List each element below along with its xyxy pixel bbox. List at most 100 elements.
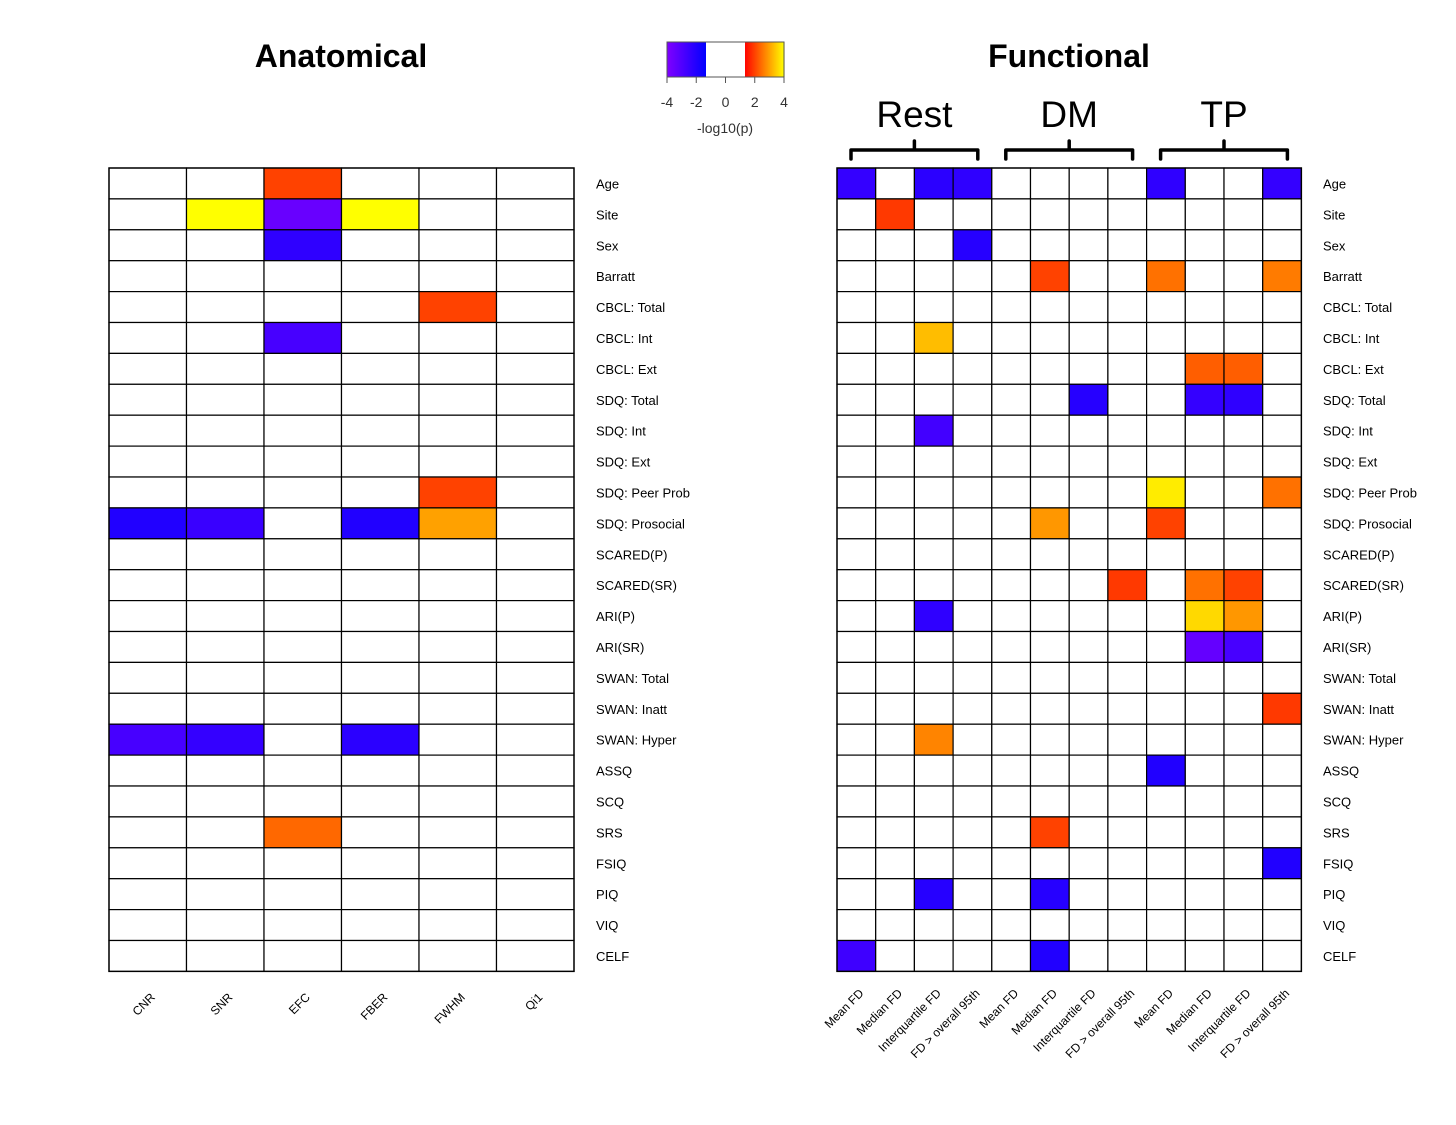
cell-sdq-ext-interquartile-fd-6 — [1068, 445, 1109, 478]
cell-assq-median-fd-9 — [1184, 754, 1225, 787]
row-label-swan-total: SWAN: Total — [1323, 671, 1396, 686]
legend-swatch — [672, 42, 674, 77]
legend-swatch — [744, 42, 746, 77]
legend-tick-label: 0 — [722, 94, 730, 110]
cell-sdq-peer-prob-median-fd-9 — [1184, 476, 1225, 509]
cell-ari-p-fwhm-4 — [418, 599, 498, 633]
cell-barratt-qi1-5 — [495, 260, 575, 293]
cell-sdq-total-interquartile-fd-2 — [913, 383, 954, 416]
cell-piq-efc-2 — [263, 878, 343, 911]
cell-cbcl-int-qi1-5 — [495, 321, 575, 354]
cell-viq-mean-fd-0 — [836, 908, 877, 942]
cell-fsiq-efc-2 — [263, 847, 343, 880]
cell-scared-sr-mean-fd-0 — [836, 569, 877, 602]
cell-sdq-int-mean-fd-0 — [836, 414, 877, 447]
row-label-ari-sr: ARI(SR) — [596, 640, 644, 655]
cell-site-fber-3 — [340, 198, 420, 231]
cell-sdq-total-median-fd-5 — [1029, 383, 1070, 416]
legend-title: -log10(p) — [697, 120, 753, 136]
cell-sex-fd-overall-95th-7 — [1107, 229, 1148, 262]
cell-sdq-prosocial-fd-overall-95th-3 — [952, 507, 993, 540]
legend-swatch — [695, 42, 697, 77]
legend-swatch — [724, 42, 726, 77]
legend-swatch — [671, 42, 673, 77]
cell-sdq-total-cnr-0 — [108, 383, 188, 416]
legend-swatch — [749, 42, 751, 77]
cell-swan-hyper-mean-fd-0 — [836, 723, 877, 756]
cell-site-mean-fd-4 — [991, 198, 1032, 231]
cell-ari-p-fd-overall-95th-3 — [952, 599, 993, 633]
cell-cbcl-ext-interquartile-fd-10 — [1223, 352, 1264, 385]
cell-srs-interquartile-fd-2 — [913, 816, 954, 849]
cell-scared-p-median-fd-1 — [875, 538, 916, 571]
legend-swatch — [716, 42, 718, 77]
cell-ari-sr-fd-overall-95th-7 — [1107, 630, 1148, 663]
cell-scared-sr-qi1-5 — [495, 569, 575, 602]
cell-swan-total-mean-fd-8 — [1145, 661, 1186, 694]
cell-ari-p-mean-fd-0 — [836, 599, 877, 633]
cell-piq-mean-fd-0 — [836, 878, 877, 911]
cell-age-interquartile-fd-2 — [913, 167, 954, 200]
cell-sdq-prosocial-median-fd-5 — [1029, 507, 1070, 540]
cell-assq-median-fd-5 — [1029, 754, 1070, 787]
cell-scared-sr-fwhm-4 — [418, 569, 498, 602]
legend-swatch — [763, 42, 765, 77]
cell-sdq-prosocial-cnr-0 — [108, 507, 188, 540]
cell-sdq-int-median-fd-1 — [875, 414, 916, 447]
legend-swatch — [762, 42, 764, 77]
row-label-cbcl-total: CBCL: Total — [596, 300, 665, 315]
cell-swan-hyper-fwhm-4 — [418, 723, 498, 756]
cell-sdq-peer-prob-mean-fd-4 — [991, 476, 1032, 509]
cell-piq-fber-3 — [340, 878, 420, 911]
cell-swan-total-fd-overall-95th-3 — [952, 661, 993, 694]
group-label-tp: TP — [1200, 94, 1247, 135]
legend-swatch — [740, 42, 742, 77]
cell-age-fd-overall-95th-11 — [1262, 167, 1302, 200]
cell-ari-sr-interquartile-fd-6 — [1068, 630, 1109, 663]
cell-cbcl-int-median-fd-9 — [1184, 321, 1225, 354]
cell-sdq-ext-median-fd-5 — [1029, 445, 1070, 478]
legend-swatch — [752, 42, 754, 77]
legend-swatch — [703, 42, 705, 77]
cell-assq-mean-fd-0 — [836, 754, 877, 787]
cell-sex-interquartile-fd-6 — [1068, 229, 1109, 262]
legend-swatch — [728, 42, 730, 77]
cell-assq-fd-overall-95th-3 — [952, 754, 993, 787]
cell-sex-mean-fd-8 — [1145, 229, 1186, 262]
legend-swatch — [775, 42, 777, 77]
cell-cbcl-total-qi1-5 — [495, 291, 575, 324]
legend-swatch — [730, 42, 732, 77]
cell-cbcl-total-fd-overall-95th-11 — [1262, 291, 1302, 324]
cell-assq-fber-3 — [340, 754, 420, 787]
cell-sdq-int-median-fd-9 — [1184, 414, 1225, 447]
cell-swan-total-mean-fd-4 — [991, 661, 1032, 694]
cell-fsiq-interquartile-fd-10 — [1223, 847, 1264, 880]
cell-assq-qi1-5 — [495, 754, 575, 787]
legend-swatch — [684, 42, 686, 77]
cell-sdq-ext-mean-fd-0 — [836, 445, 877, 478]
cell-sex-qi1-5 — [495, 229, 575, 262]
cell-swan-inatt-efc-2 — [263, 692, 343, 725]
cell-cbcl-ext-fd-overall-95th-3 — [952, 352, 993, 385]
cell-fsiq-cnr-0 — [108, 847, 188, 880]
cell-sdq-peer-prob-median-fd-5 — [1029, 476, 1070, 509]
legend-swatch — [693, 42, 695, 77]
cell-sdq-int-mean-fd-4 — [991, 414, 1032, 447]
cell-sex-efc-2 — [263, 229, 343, 262]
legend-swatch — [709, 42, 711, 77]
cell-cbcl-total-fwhm-4 — [418, 291, 498, 324]
cell-sdq-ext-qi1-5 — [495, 445, 575, 478]
legend-swatch — [767, 42, 769, 77]
legend-swatch — [676, 42, 678, 77]
cell-sdq-total-fd-overall-95th-11 — [1262, 383, 1302, 416]
cell-barratt-interquartile-fd-2 — [913, 260, 954, 293]
cell-barratt-cnr-0 — [108, 260, 188, 293]
cell-scared-p-mean-fd-4 — [991, 538, 1032, 571]
cell-swan-total-median-fd-9 — [1184, 661, 1225, 694]
cell-sdq-peer-prob-interquartile-fd-6 — [1068, 476, 1109, 509]
cell-celf-interquartile-fd-2 — [913, 939, 954, 972]
legend-swatch — [731, 42, 733, 77]
legend-swatch — [674, 42, 676, 77]
col-label-qi1-5: Qi1 — [522, 990, 545, 1013]
grid-frame — [108, 167, 575, 973]
